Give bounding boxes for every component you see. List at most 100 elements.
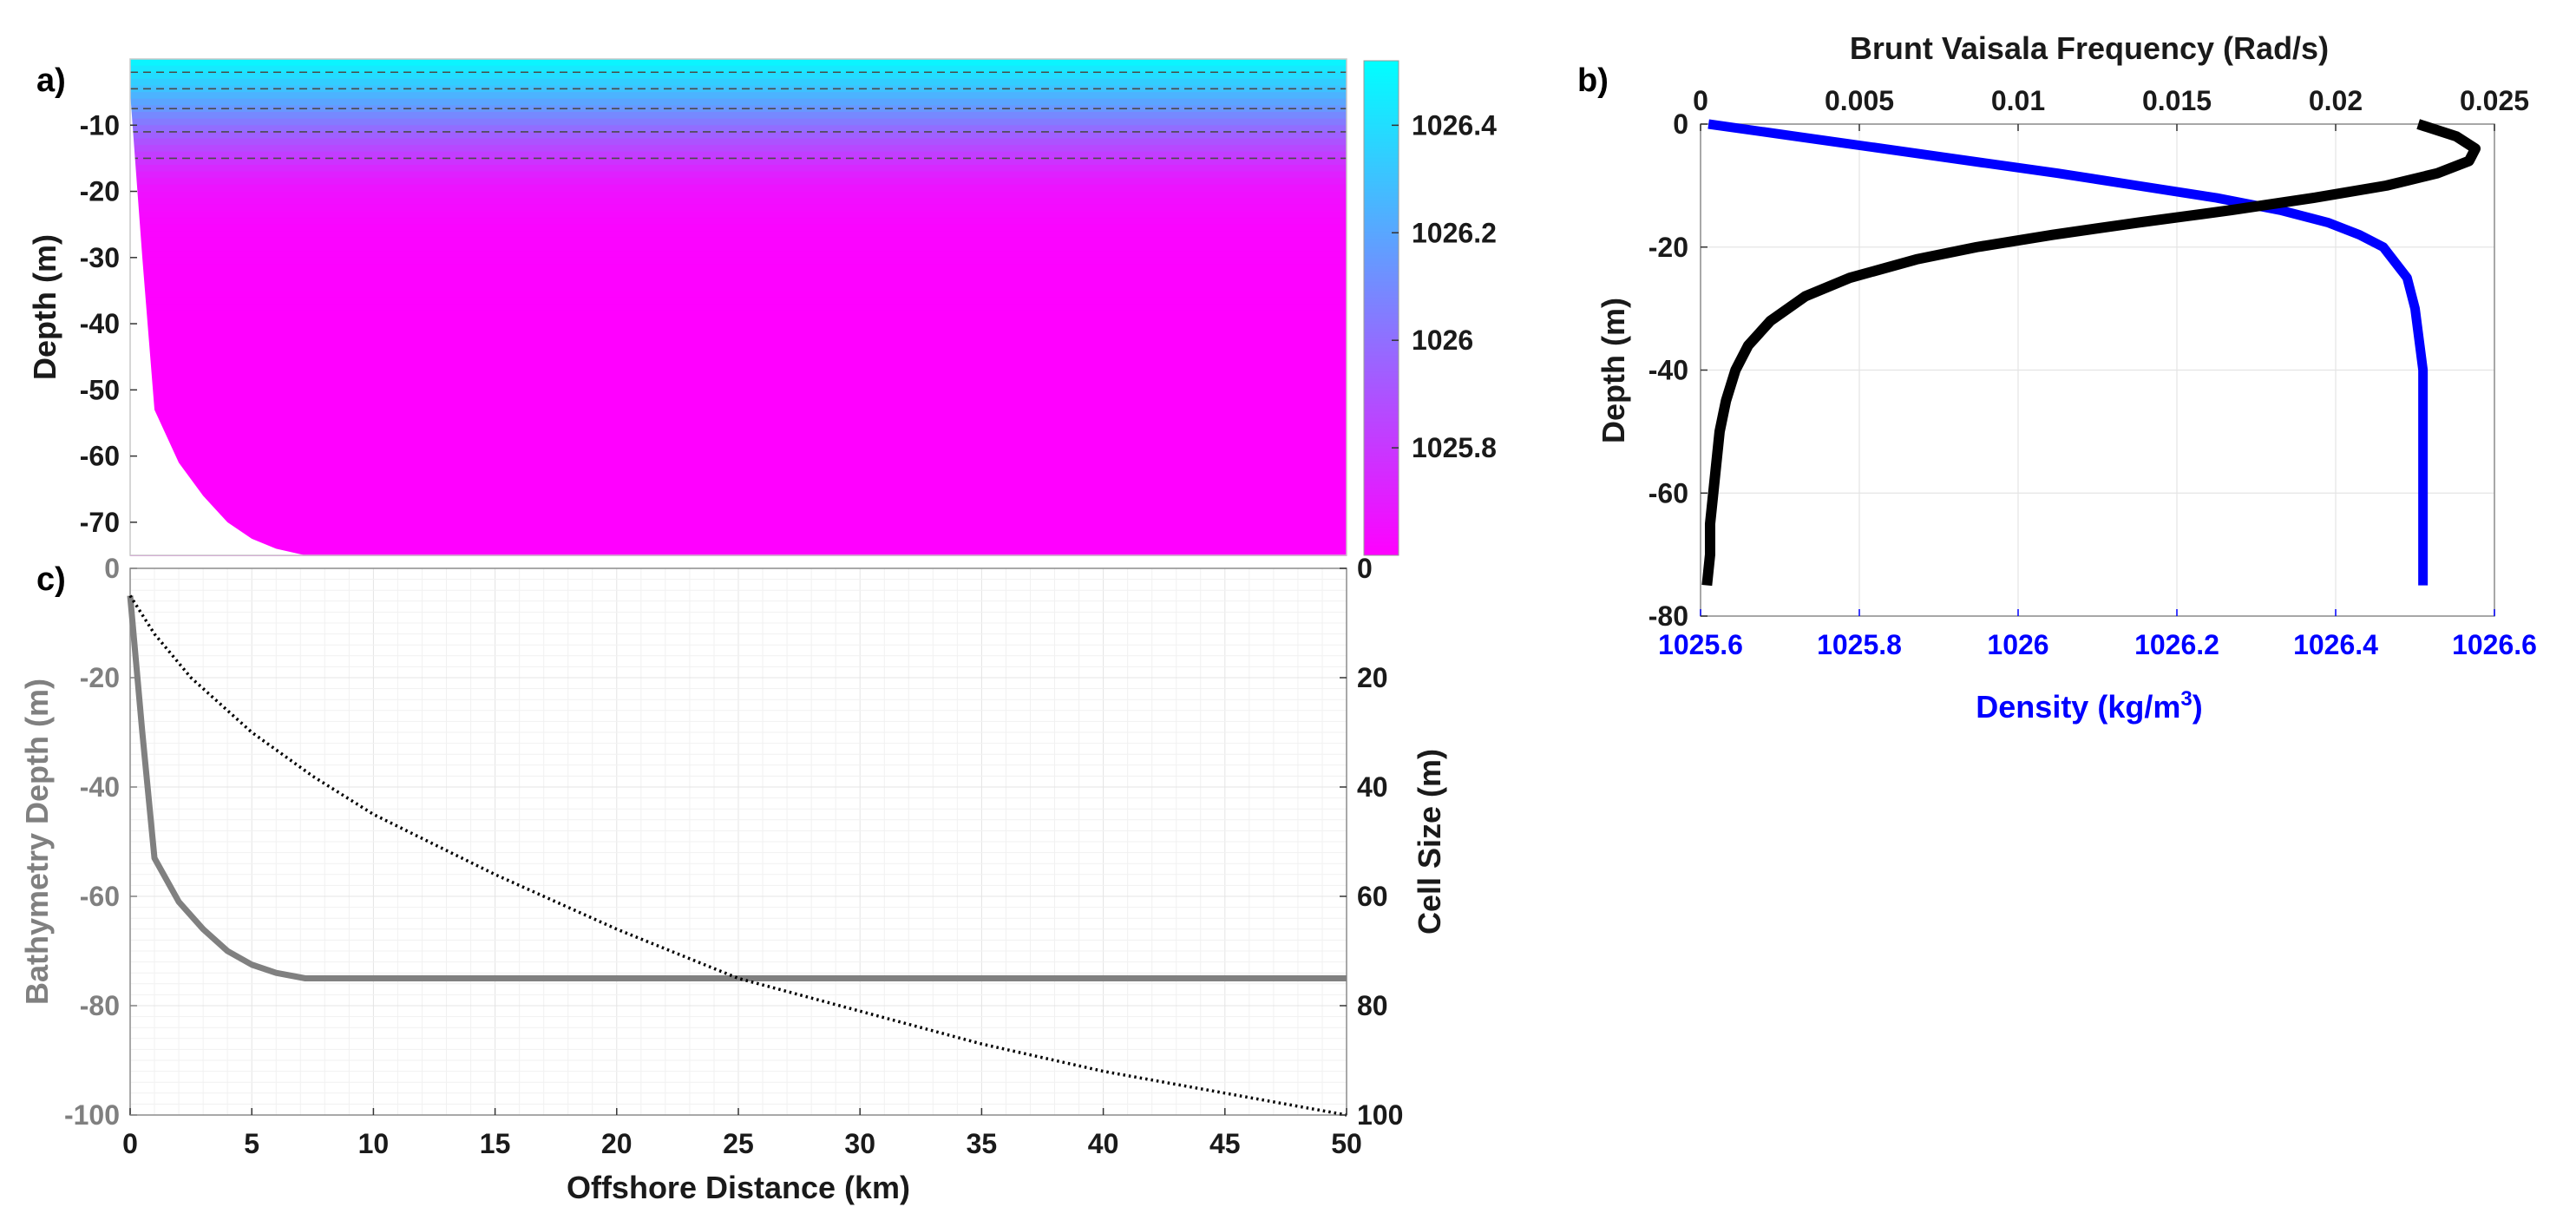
y2-tick-label: 80 [1357,990,1388,1021]
density-layer [130,211,1347,219]
y-tick-label: -50 [80,374,120,405]
bottom-tick-label: 1026.6 [2452,629,2537,660]
density-layer [130,171,1347,180]
colorbar-tick-label: 1026 [1412,325,1473,356]
density-layer [130,251,1347,259]
density-layer [130,541,1347,550]
bottom-tick-label: 1026.2 [2134,629,2219,660]
panel-c-label: c) [36,561,66,598]
density-title-end: ) [2193,689,2203,725]
density-layer [130,396,1347,404]
x-tick-label: 40 [1088,1128,1119,1159]
top-tick-label: 0.015 [2142,85,2212,116]
density-layer [130,357,1347,364]
panel-b-bottom-title: Density (kg/m3) [1976,687,2202,725]
top-tick-label: 0.02 [2309,85,2363,116]
y2-tick-label: 40 [1357,771,1388,803]
density-layer [130,377,1347,384]
panel-b: b) Brunt Vaisala Frequency (Rad/s) 0 0.00… [1577,30,2537,725]
panel-b-grid [1700,123,2495,617]
colorbar-tick-label: 1025.8 [1412,432,1497,463]
density-layer [130,257,1347,266]
y-tick-label: -40 [80,308,120,339]
y-tick-label: -60 [80,881,120,912]
density-layer [130,436,1347,444]
x-tick-label: 50 [1331,1128,1362,1159]
density-layer [130,231,1347,239]
density-layer [130,363,1347,371]
bottom-tick-label: 1026.4 [2293,629,2378,660]
density-layer [130,476,1347,483]
density-layer [130,118,1347,127]
density-layer [130,548,1347,556]
x-tick-label: 35 [967,1128,998,1159]
density-layer [130,528,1347,536]
panel-b-top-ticks: 0 0.005 0.01 0.015 0.02 0.025 [1693,85,2529,131]
y2-tick-label: 60 [1357,881,1388,912]
panel-a-y-ticks: -10 -20 -30 -40 -50 -60 -70 [80,109,137,538]
panel-c-grid [130,568,1347,1115]
density-layer [130,290,1347,298]
x-tick-label: 15 [480,1128,511,1159]
top-tick-label: 0.025 [2460,85,2529,116]
density-layer [130,92,1347,100]
density-layer [130,482,1347,490]
density-layer [130,521,1347,530]
y-tick-label: -100 [64,1099,120,1131]
density-layer [130,65,1347,74]
y-tick-label: -70 [80,507,120,538]
density-layer [130,98,1347,107]
density-layer [130,72,1347,80]
y-tick-label: -20 [1649,232,1688,263]
density-layer [130,85,1347,93]
density-layer [130,410,1347,417]
density-layer [130,277,1347,285]
brunt-vaisala-line [1701,119,2481,587]
density-layer [130,502,1347,510]
density-layer [130,330,1347,338]
density-layer [130,423,1347,430]
density-layer [130,105,1347,113]
density-layer [130,244,1347,252]
density-layer [130,535,1347,543]
panel-c-series [127,594,1347,1117]
density-layer [130,508,1347,517]
density-layer [130,297,1347,305]
density-layer [130,456,1347,464]
top-tick-label: 0.01 [1991,85,2045,116]
density-layer [130,78,1347,87]
colorbar-tick-label: 1026.4 [1412,109,1497,141]
density-contours [130,71,1347,160]
top-tick-label: 0 [1693,85,1708,116]
density-layer [130,237,1347,246]
y-tick-label: -10 [80,109,120,141]
y2-tick-label: 20 [1357,662,1388,693]
y-tick-label: -20 [80,662,120,693]
density-layer [130,443,1347,450]
density-layer [130,430,1347,437]
density-layer [130,151,1347,160]
density-layer [130,125,1347,133]
top-tick-label: 0.005 [1825,85,1894,116]
bottom-tick-label: 1026 [1987,629,2048,660]
colorbar-tick-label: 1026.2 [1412,217,1497,248]
density-layer [130,383,1347,391]
panel-b-y-title: Depth (m) [1596,298,1631,443]
density-layer [130,449,1347,457]
panel-c-y2-ticks: 0 20 40 60 80 100 [1340,553,1403,1131]
bathymetry-line [127,595,1347,981]
panel-a: a) -10 -20 -30 -40 -50 -60 -70 Depth (m) 1025.… [27,58,1497,556]
panel-c: c) 0 5 10 15 20 25 30 35 40 45 50 0 -20 -40 -60 -80 -10… [19,553,1447,1205]
density-layer [130,59,1347,67]
density-layer [130,469,1347,477]
x-tick-label: 45 [1209,1128,1241,1159]
density-layer [130,416,1347,424]
x-tick-label: 30 [844,1128,875,1159]
colorbar [1363,60,1399,556]
y-tick-label: 0 [1673,108,1688,140]
density-layer [130,165,1347,173]
density-layer [130,310,1347,318]
density-layer [130,370,1347,377]
x-tick-label: 20 [601,1128,633,1159]
